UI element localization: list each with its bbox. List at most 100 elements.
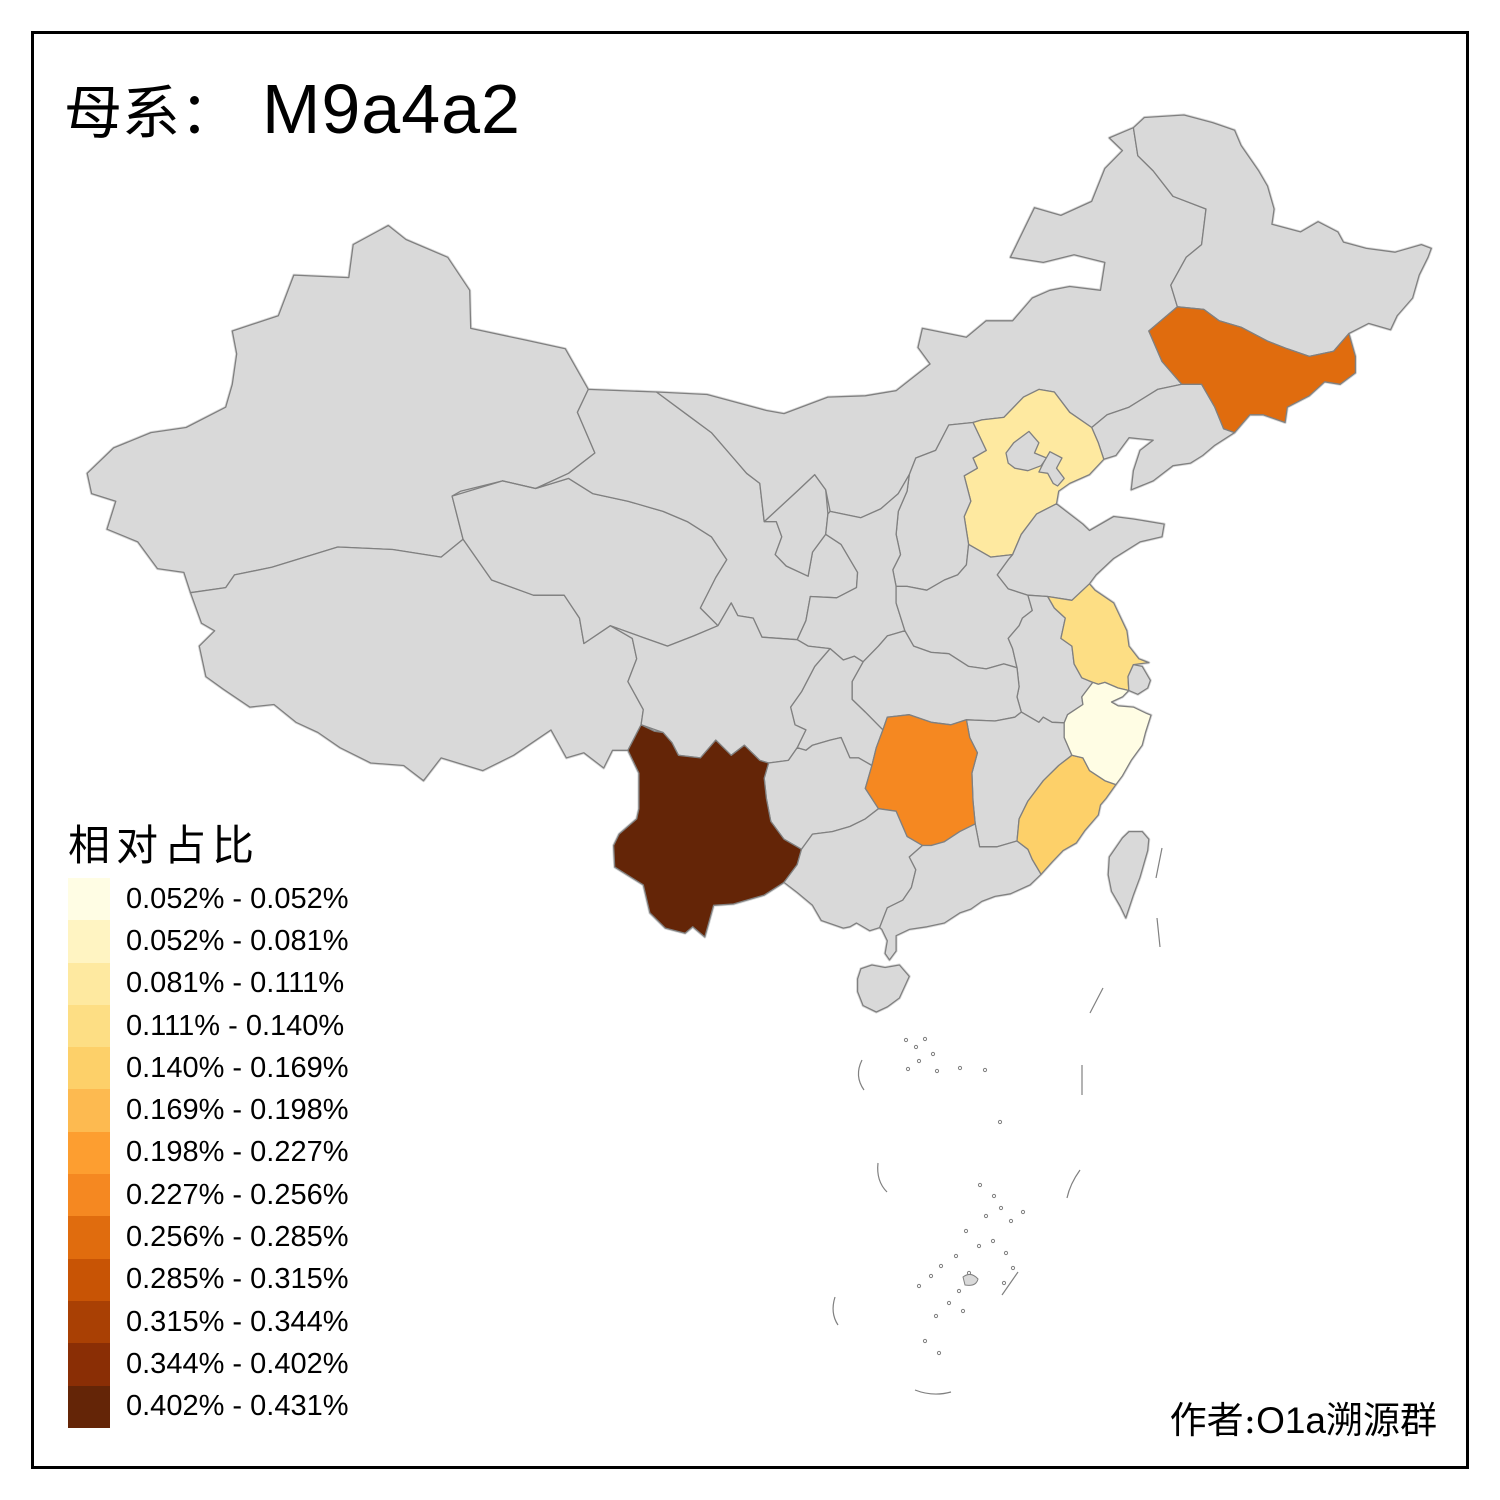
province-xizang (189, 538, 644, 782)
legend-range-label: 0.227% - 0.256% (126, 1178, 349, 1211)
legend-swatch (68, 962, 110, 1005)
islet-dot (916, 1283, 922, 1289)
title-prefix: 母系： (64, 79, 239, 147)
legend-swatch (68, 1216, 110, 1259)
islet-arc (1156, 917, 1161, 948)
legend-row: 0.111% - 0.140% (68, 1004, 488, 1048)
attribution-group-latin: O1a (1256, 1400, 1326, 1441)
islet-dot (953, 1253, 959, 1259)
map-legend: 相对占比 0.052% - 0.052% 0.052% - 0.081% 0.081… (68, 812, 348, 1428)
attribution-group-cn: 溯源群 (1326, 1399, 1437, 1442)
legend-row: 0.315% - 0.344% (68, 1300, 488, 1344)
islet-dot (922, 1338, 928, 1344)
legend-range-label: 0.198% - 0.227% (126, 1136, 349, 1169)
islet-dot (1003, 1250, 1009, 1256)
islet-dot (963, 1228, 969, 1234)
legend-row: 0.402% - 0.431% (68, 1385, 488, 1428)
legend-range-label: 0.402% - 0.431% (126, 1390, 349, 1423)
province-hainan (856, 964, 910, 1013)
legend-row: 0.081% - 0.111% (68, 962, 488, 1005)
legend-row: 0.256% - 0.285% (68, 1216, 488, 1259)
province-shanghai (1127, 663, 1152, 695)
islet-dot (1010, 1265, 1016, 1271)
islet-dot (1001, 1280, 1007, 1286)
islet-dot (916, 1058, 922, 1064)
islet-dot (982, 1067, 988, 1073)
islet-dot (913, 1044, 919, 1050)
legend-range-label: 0.169% - 0.198% (126, 1094, 349, 1127)
legend-swatch (68, 1131, 110, 1175)
sea-islets (832, 847, 1163, 1395)
province-guangdong (878, 823, 1042, 961)
legend-row: 0.198% - 0.227% (68, 1131, 488, 1175)
legend-row: 0.285% - 0.315% (68, 1258, 488, 1301)
title-haplogroup: M9a4a2 (262, 70, 521, 148)
attribution: 作者: O1a 溯源群 (1170, 1390, 1437, 1444)
attribution-label: 作者: (1169, 1399, 1257, 1442)
islet-dot (991, 1193, 997, 1199)
islet-dot (928, 1273, 934, 1279)
figure-title: 母系： M9a4a2 (64, 66, 521, 150)
legend-rows: 0.052% - 0.052% 0.052% - 0.081% 0.081% - 0… (68, 878, 488, 1428)
islet-arc (1001, 1271, 1019, 1296)
province-beijing (1005, 430, 1048, 472)
islet-arc (857, 1059, 865, 1091)
legend-row: 0.344% - 0.402% (68, 1343, 488, 1386)
islet-dot (998, 1205, 1004, 1211)
legend-row: 0.169% - 0.198% (68, 1089, 488, 1132)
islet-dot (997, 1119, 1003, 1125)
legend-swatch (68, 1004, 110, 1048)
islet-dot (977, 1182, 983, 1188)
islet-dot (930, 1051, 936, 1057)
islet-dot (934, 1068, 940, 1074)
legend-swatch (68, 878, 110, 921)
islet-dot (938, 1263, 944, 1269)
islet-dot (922, 1036, 928, 1042)
islet-dot (990, 1238, 996, 1244)
islet-dot (903, 1037, 909, 1043)
islet-arc (1089, 987, 1104, 1014)
legend-range-label: 0.111% - 0.140% (126, 1009, 345, 1042)
legend-range-label: 0.081% - 0.111% (126, 967, 345, 1000)
legend-row: 0.052% - 0.052% (68, 878, 488, 921)
legend-title: 相对占比 (68, 821, 261, 870)
legend-range-label: 0.052% - 0.081% (126, 924, 349, 957)
legend-row: 0.052% - 0.081% (68, 920, 488, 963)
legend-range-label: 0.140% - 0.169% (126, 1051, 349, 1084)
provinces (86, 114, 1432, 1013)
legend-swatch (68, 1258, 110, 1301)
legend-swatch (68, 1047, 110, 1090)
legend-row: 0.140% - 0.169% (68, 1047, 488, 1090)
islet-dot (956, 1288, 962, 1294)
legend-swatch (68, 1385, 110, 1428)
legend-swatch (68, 1343, 110, 1386)
islet-arc (877, 1162, 888, 1193)
islet-arc (1155, 847, 1163, 879)
province-heilongjiang (1132, 114, 1432, 358)
province-tianjin (1038, 451, 1065, 487)
legend-swatch (68, 1174, 110, 1217)
legend-swatch (68, 920, 110, 963)
islet-arc (914, 1389, 952, 1395)
islet-dot (905, 1066, 911, 1072)
legend-swatch (68, 1089, 110, 1132)
legend-range-label: 0.256% - 0.285% (126, 1221, 349, 1254)
islet-arc (1066, 1169, 1081, 1199)
islet-island (962, 1273, 979, 1286)
province-jilin (1148, 306, 1357, 434)
islet-dot (936, 1350, 942, 1356)
islet-dot (1008, 1218, 1014, 1224)
islet-dot (933, 1313, 939, 1319)
legend-row: 0.227% - 0.256% (68, 1174, 488, 1217)
province-zhejiang (1063, 681, 1152, 786)
islet-dot (1020, 1209, 1026, 1215)
legend-range-label: 0.344% - 0.402% (126, 1347, 349, 1380)
islet-dot (976, 1243, 982, 1249)
islet-dot (946, 1300, 952, 1306)
legend-swatch (68, 1300, 110, 1344)
islet-dot (957, 1065, 963, 1071)
islet-arc (832, 1296, 839, 1326)
legend-range-label: 0.315% - 0.344% (126, 1305, 349, 1338)
